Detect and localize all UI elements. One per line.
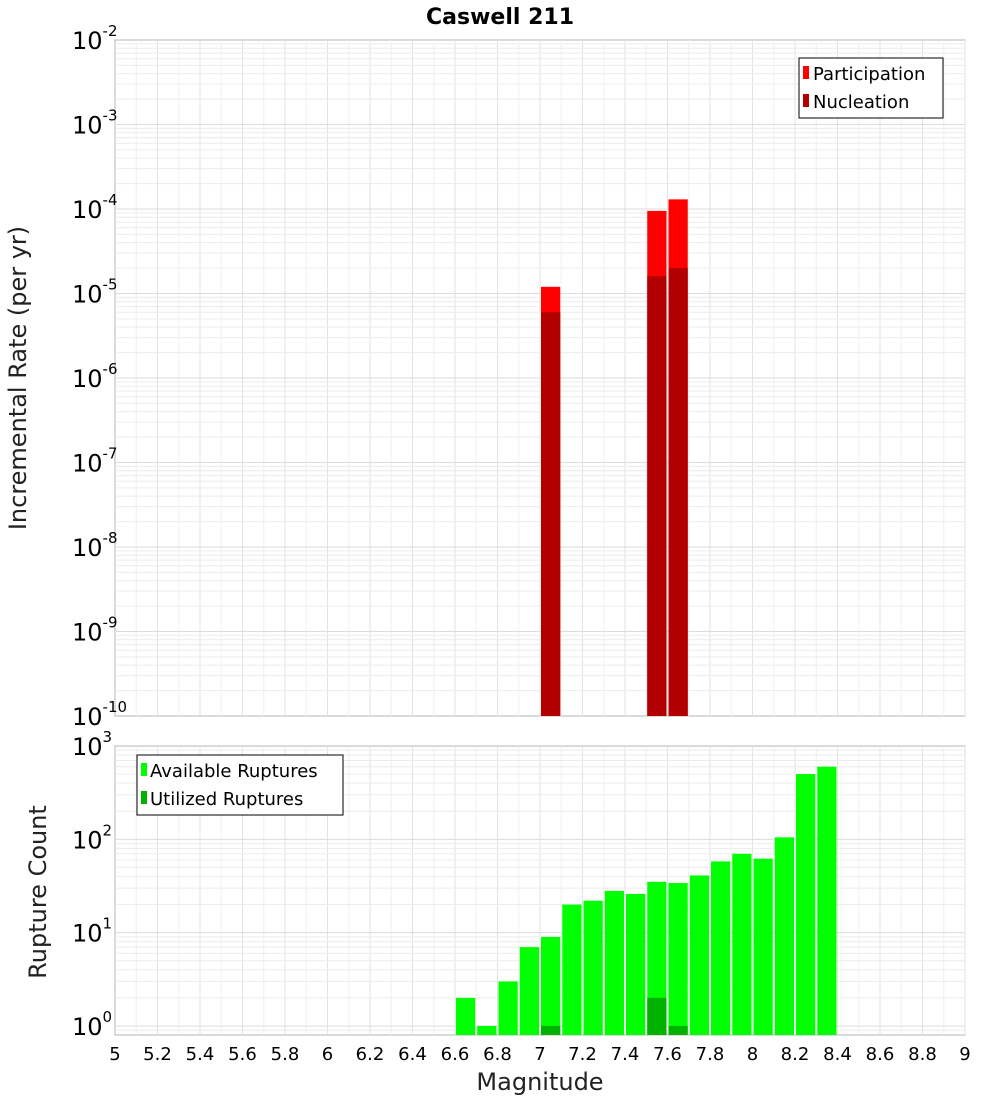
top-y-tick-label: 10-6 xyxy=(72,360,118,393)
x-tick-label: 8.4 xyxy=(823,1044,852,1065)
x-tick-label: 9 xyxy=(959,1044,970,1065)
bottom-bar-utilized-ruptures xyxy=(541,1025,561,1035)
bottom-y-tick-label: 101 xyxy=(72,915,112,948)
legend-swatch-utilized-ruptures xyxy=(141,791,147,804)
top-y-tick-label: 10-10 xyxy=(72,698,127,731)
x-tick-label: 6.2 xyxy=(356,1044,385,1065)
bottom-bar-available-ruptures xyxy=(477,1025,497,1035)
legend-label-available-ruptures: Available Ruptures xyxy=(150,761,318,782)
bottom-panel: 100 101 102 103 5 5.2 5.4 5.6 5.8 6 6.2 6.4 6.6 6.8 7… xyxy=(24,728,971,1096)
top-bar-nucleation xyxy=(541,312,561,716)
bottom-bar-available-ruptures xyxy=(796,774,816,1035)
top-bar-nucleation xyxy=(668,268,688,716)
top-legend-box xyxy=(798,57,944,119)
bottom-bar-available-ruptures xyxy=(817,766,837,1035)
x-tick-label: 6.8 xyxy=(483,1044,512,1065)
top-y-tick-label: 10-7 xyxy=(72,445,118,478)
bottom-bar-available-ruptures xyxy=(541,936,561,1035)
x-tick-label: 8.6 xyxy=(866,1044,895,1065)
x-tick-label: 5.2 xyxy=(143,1044,172,1065)
top-y-tick-label: 10-2 xyxy=(72,22,118,55)
bottom-y-tick-label: 100 xyxy=(72,1008,112,1041)
x-tick-label: 5.8 xyxy=(271,1044,300,1065)
x-tick-label: 6 xyxy=(322,1044,333,1065)
bottom-legend: Available Ruptures Utilized Ruptures xyxy=(136,754,344,816)
top-y-tick-label: 10-5 xyxy=(72,276,118,309)
x-tick-label: 8.8 xyxy=(908,1044,937,1065)
x-axis-label: Magnitude xyxy=(476,1068,603,1096)
bottom-bar-available-ruptures xyxy=(604,890,624,1035)
x-tick-labels: 5 5.2 5.4 5.6 5.8 6 6.2 6.4 6.6 6.8 7 7.2 7.4 7.6 7.8 8… xyxy=(109,1044,970,1065)
bottom-bar-utilized-ruptures xyxy=(647,997,667,1035)
x-tick-label: 6.4 xyxy=(398,1044,427,1065)
x-tick-label: 7.6 xyxy=(653,1044,682,1065)
x-tick-label: 7.8 xyxy=(696,1044,725,1065)
x-tick-label: 6.6 xyxy=(441,1044,470,1065)
x-tick-label: 7 xyxy=(534,1044,545,1065)
bottom-bar-available-ruptures xyxy=(456,997,476,1035)
bottom-bar-utilized-ruptures xyxy=(668,1025,688,1035)
x-tick-label: 7.4 xyxy=(611,1044,640,1065)
top-bar-nucleation xyxy=(647,276,667,716)
bottom-bar-available-ruptures xyxy=(626,893,646,1035)
top-y-tick-label: 10-8 xyxy=(72,529,118,562)
bottom-bar-available-ruptures xyxy=(774,837,794,1035)
bottom-bar-available-ruptures xyxy=(498,981,518,1035)
legend-label-participation: Participation xyxy=(813,64,925,85)
x-tick-label: 5 xyxy=(109,1044,120,1065)
top-legend: Participation Nucleation xyxy=(798,57,944,119)
legend-label-nucleation: Nucleation xyxy=(813,92,909,113)
top-y-tick-label: 10-3 xyxy=(72,107,118,140)
bottom-bar-available-ruptures xyxy=(583,900,603,1035)
bottom-y-tick-label: 102 xyxy=(72,821,112,854)
bottom-legend-box xyxy=(136,754,344,816)
bottom-y-tick-labels: 100 101 102 103 xyxy=(72,728,112,1041)
bottom-bars xyxy=(456,766,837,1035)
x-tick-label: 5.4 xyxy=(186,1044,215,1065)
bottom-bar-available-ruptures xyxy=(753,858,773,1035)
bottom-y-axis-label: Rupture Count xyxy=(24,805,52,979)
top-bars xyxy=(541,199,688,717)
legend-swatch-participation xyxy=(803,66,809,79)
top-y-tick-label: 10-4 xyxy=(72,191,118,224)
chart-title: Caswell 211 xyxy=(426,5,574,30)
bottom-bar-available-ruptures xyxy=(732,853,752,1035)
bottom-y-tick-label: 103 xyxy=(72,728,112,761)
bottom-bar-available-ruptures xyxy=(668,883,688,1035)
legend-swatch-nucleation xyxy=(803,94,809,107)
legend-label-utilized-ruptures: Utilized Ruptures xyxy=(150,789,303,810)
legend-swatch-available-ruptures xyxy=(141,763,147,776)
top-y-tick-label: 10-9 xyxy=(72,614,118,647)
x-tick-label: 7.2 xyxy=(568,1044,597,1065)
x-tick-label: 8 xyxy=(747,1044,758,1065)
top-y-axis-label: Incremental Rate (per yr) xyxy=(4,226,32,530)
top-y-tick-labels: 10-10 10-9 10-8 10-7 10-6 10-5 10-4 10-3 10-2 xyxy=(72,22,127,731)
bottom-bar-available-ruptures xyxy=(562,904,582,1035)
bottom-bar-available-ruptures xyxy=(519,947,539,1035)
top-panel: 10-10 10-9 10-8 10-7 10-6 10-5 10-4 10-3 10-2 In… xyxy=(4,22,966,731)
bottom-bar-available-ruptures xyxy=(689,875,709,1035)
bottom-bar-available-ruptures xyxy=(647,881,667,1035)
bottom-bar-available-ruptures xyxy=(711,861,731,1035)
x-tick-label: 8.2 xyxy=(781,1044,810,1065)
top-gridlines xyxy=(115,40,966,716)
x-tick-label: 5.6 xyxy=(228,1044,257,1065)
